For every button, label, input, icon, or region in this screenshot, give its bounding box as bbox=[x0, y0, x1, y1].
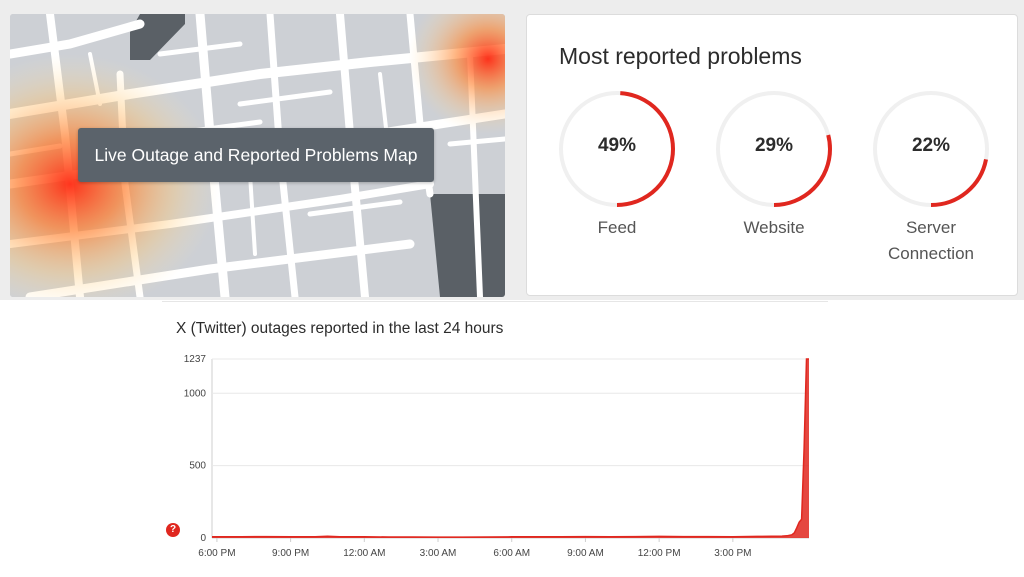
donut-value: 49% bbox=[597, 135, 637, 156]
donut-server-connection: 22% bbox=[871, 89, 991, 209]
x-tick-label: 3:00 PM bbox=[714, 548, 751, 559]
y-tick-label: 0 bbox=[200, 533, 206, 544]
x-tick-label: 9:00 AM bbox=[567, 548, 604, 559]
x-tick-label: 6:00 AM bbox=[493, 548, 530, 559]
series-area bbox=[212, 359, 809, 538]
outage-chart-panel bbox=[162, 301, 828, 577]
donut-label-line: Feed bbox=[597, 218, 637, 237]
y-tick-label: 1237 bbox=[184, 354, 207, 365]
donut-label-line: Website bbox=[743, 218, 805, 237]
x-tick-label: 6:00 PM bbox=[198, 548, 235, 559]
donut-arc bbox=[716, 91, 832, 207]
x-tick-label: 12:00 AM bbox=[343, 548, 385, 559]
y-tick-label: 1000 bbox=[184, 388, 207, 399]
x-tick-label: 12:00 PM bbox=[638, 548, 681, 559]
help-icon[interactable]: ? bbox=[166, 523, 180, 537]
donut-label-line: Server bbox=[905, 218, 957, 237]
donut-label-website: Website bbox=[704, 215, 844, 241]
donut-label-feed: Feed bbox=[547, 215, 687, 241]
donut-arc bbox=[559, 91, 675, 207]
donut-arc bbox=[873, 91, 989, 207]
y-tick-label: 500 bbox=[189, 461, 206, 472]
x-tick-label: 9:00 PM bbox=[272, 548, 309, 559]
map-label-button[interactable]: Live Outage and Reported Problems Map bbox=[78, 128, 434, 182]
donut-value: 22% bbox=[911, 135, 951, 156]
chart-title: X (Twitter) outages reported in the last… bbox=[176, 320, 504, 337]
problems-title: Most reported problems bbox=[559, 43, 802, 69]
x-tick-label: 3:00 AM bbox=[420, 548, 457, 559]
series-line bbox=[212, 358, 809, 538]
donut-feed: 49% bbox=[557, 89, 677, 209]
donut-label-line: Connection bbox=[887, 244, 974, 263]
donut-label-server-connection: Server Connection bbox=[861, 215, 1001, 267]
outage-map-card[interactable]: Live Outage and Reported Problems Map bbox=[10, 14, 505, 297]
most-reported-problems-card: Most reported problems 49% Feed 29% Webs… bbox=[526, 14, 1018, 296]
donut-value: 29% bbox=[754, 135, 794, 156]
donut-website: 29% bbox=[714, 89, 834, 209]
